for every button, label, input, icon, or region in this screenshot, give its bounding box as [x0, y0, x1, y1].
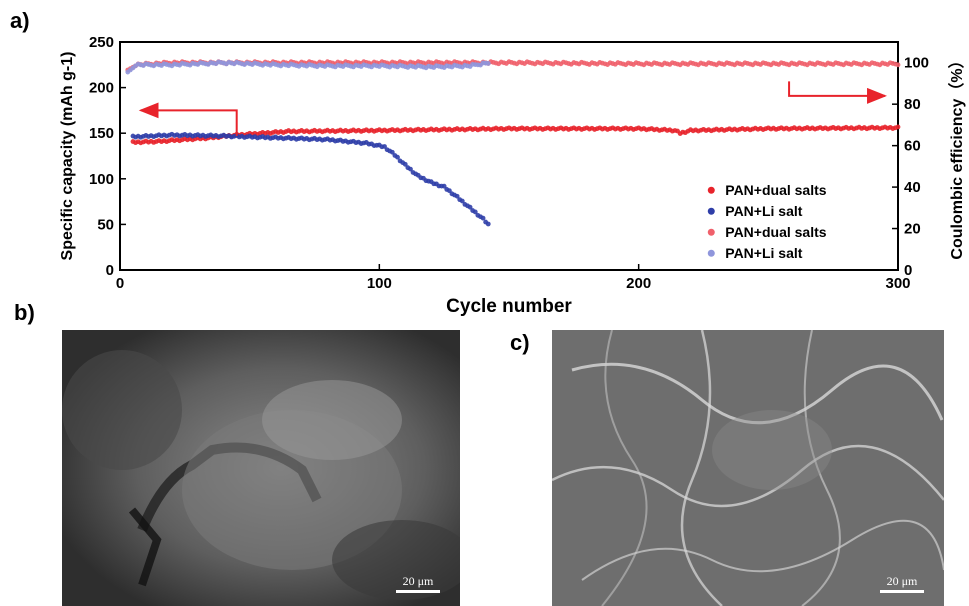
y-left-tick-label: 250	[89, 34, 114, 51]
y-left-tick-label: 0	[106, 262, 114, 279]
data-point-series-0	[895, 124, 901, 130]
scale-bar-b: 20 μm	[396, 574, 440, 593]
panel-label-a: a)	[10, 8, 30, 33]
x-axis-label: Cycle number	[446, 296, 572, 317]
y-right-tick-label: 60	[904, 138, 921, 155]
scale-bar-label-b: 20 μm	[402, 574, 434, 588]
scale-bar-line-c	[880, 590, 924, 593]
data-point-series-1	[382, 144, 387, 149]
y-left-tick-label: 50	[97, 216, 114, 233]
panel-label-b: b)	[14, 300, 35, 325]
left-axis-arrow	[138, 102, 238, 136]
x-tick-label: 100	[367, 275, 392, 292]
data-point-series-1	[389, 149, 395, 155]
x-tick-label: 0	[116, 275, 124, 292]
data-point-series-1	[472, 209, 478, 215]
y-right-tick-label: 20	[904, 221, 921, 238]
scale-bar-line-b	[396, 590, 440, 593]
data-point-series-1	[485, 221, 491, 227]
y-right-axis-label: Coulombic efficiency（%）	[948, 52, 966, 259]
legend-label-1: PAN+Li salt	[725, 203, 802, 219]
y-left-axis-label: Specific capacity (mAh g-1)	[59, 52, 76, 261]
plot-frame	[119, 41, 899, 271]
cycling-chart: 0 100 200 300050100150200250020406080100Cyc…	[59, 34, 966, 317]
data-point-series-2	[895, 62, 901, 68]
sem-image-c: 20 μm	[552, 330, 944, 606]
y-left-tick-label: 100	[89, 171, 114, 188]
scale-bar-c: 20 μm	[880, 574, 924, 593]
y-right-tick-label: 100	[904, 55, 929, 72]
x-tick-label: 300	[885, 275, 910, 292]
legend-marker-2	[707, 228, 715, 236]
data-point-series-1	[459, 198, 465, 204]
sem-texture-c	[552, 330, 944, 606]
data-point-series-1	[395, 154, 400, 160]
data-point-series-1	[446, 188, 452, 194]
y-right-tick-label: 0	[904, 262, 912, 279]
legend-marker-1	[707, 207, 715, 215]
legend-marker-3	[707, 249, 715, 257]
sem-image-b: 20 μm	[62, 330, 460, 606]
legend-label-3: PAN+Li salt	[725, 245, 802, 261]
data-point-series-3	[485, 61, 491, 66]
x-tick-label: 200	[626, 275, 651, 292]
data-point-series-1	[441, 183, 447, 189]
right-axis-arrow	[788, 81, 888, 104]
scale-bar-label-c: 20 μm	[886, 574, 918, 588]
legend-label-0: PAN+dual salts	[725, 182, 826, 198]
data-point-series-1	[454, 193, 460, 199]
data-point-series-1	[402, 161, 408, 167]
legend-marker-0	[707, 186, 715, 194]
data-point-series-1	[408, 166, 413, 172]
y-right-tick-label: 40	[904, 179, 921, 196]
panel-label-c: c)	[510, 330, 530, 355]
y-left-tick-label: 150	[89, 125, 114, 142]
y-left-tick-label: 200	[89, 80, 114, 97]
y-right-tick-label: 80	[904, 96, 921, 113]
sem-texture-b	[62, 330, 460, 606]
data-point-series-1	[480, 215, 486, 221]
data-point-series-1	[467, 204, 473, 210]
legend-label-2: PAN+dual salts	[725, 224, 826, 240]
